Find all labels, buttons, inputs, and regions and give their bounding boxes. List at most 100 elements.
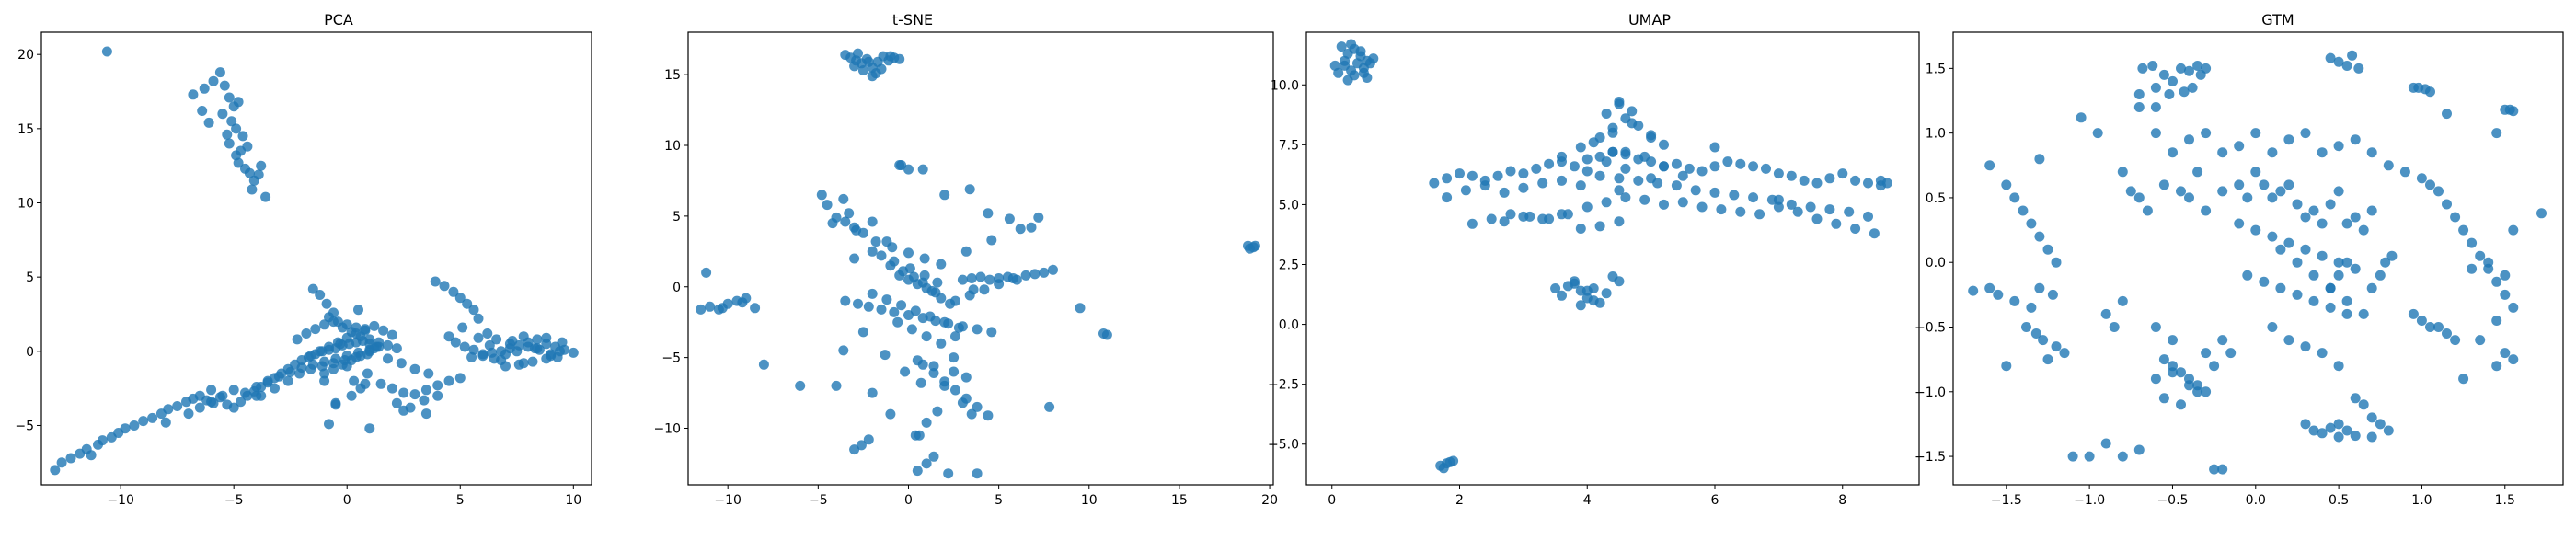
data-point <box>375 378 386 389</box>
data-point <box>2333 431 2344 443</box>
data-point <box>1594 221 1605 232</box>
data-point <box>972 401 983 412</box>
data-point <box>332 316 343 328</box>
data-point <box>1811 178 1823 189</box>
data-point <box>319 375 330 386</box>
data-point <box>1569 276 1580 287</box>
data-point <box>224 138 235 149</box>
data-point <box>2042 354 2053 365</box>
data-point <box>2209 361 2220 372</box>
x-tick-label: −0.5 <box>2156 493 2188 508</box>
data-point <box>1588 137 1599 148</box>
data-point <box>2475 335 2486 346</box>
data-point <box>2300 341 2311 352</box>
data-point <box>386 329 397 340</box>
data-point <box>1499 216 1510 227</box>
data-point <box>2150 82 2161 93</box>
data-point <box>2475 250 2486 261</box>
data-point <box>957 397 968 408</box>
data-point <box>240 387 250 398</box>
data-point <box>983 208 994 219</box>
subplot-tsne: t-SNE −10 −5 0 5 10 15 20 −10 −5 0 5 10 15 <box>653 11 1278 508</box>
data-point <box>477 351 489 362</box>
data-point <box>1620 146 1631 157</box>
data-point <box>2308 205 2319 216</box>
data-point <box>2383 160 2394 171</box>
y-tick-label: 7.5 <box>1279 138 1299 153</box>
data-point <box>2117 451 2128 462</box>
data-point <box>921 417 932 428</box>
data-point <box>256 160 267 171</box>
data-point <box>1557 209 1567 220</box>
data-point <box>2038 335 2049 346</box>
data-point <box>919 270 930 281</box>
data-point <box>903 310 914 320</box>
data-point <box>1968 285 1979 296</box>
data-point <box>251 390 262 401</box>
data-point <box>2267 147 2278 158</box>
data-point <box>557 337 568 348</box>
data-point <box>932 406 943 417</box>
data-point <box>307 283 318 294</box>
data-point <box>2217 186 2228 197</box>
data-point <box>222 129 233 140</box>
data-point <box>459 341 470 352</box>
data-point <box>1575 300 1586 311</box>
data-point <box>253 169 264 180</box>
data-point <box>56 457 67 468</box>
x-tick-label: −5 <box>809 493 828 508</box>
data-point <box>2250 128 2261 139</box>
data-point <box>1455 168 1465 179</box>
data-point <box>2018 205 2029 216</box>
data-point <box>2350 212 2361 223</box>
data-point <box>983 410 994 421</box>
data-point <box>172 401 183 411</box>
data-point <box>244 167 255 178</box>
data-point <box>1075 303 1086 314</box>
data-point <box>270 383 280 394</box>
x-tick-label: 10 <box>565 493 581 508</box>
data-point <box>972 468 983 479</box>
data-point <box>2317 218 2328 229</box>
data-point <box>867 288 878 299</box>
y-tick-label: 0 <box>26 345 34 360</box>
data-point <box>319 319 330 330</box>
data-point <box>1614 276 1625 287</box>
data-point <box>2508 302 2519 313</box>
x-tick-label: −1.5 <box>1991 493 2022 508</box>
data-point <box>2450 335 2461 346</box>
data-point <box>532 334 543 345</box>
data-point <box>1557 151 1567 162</box>
data-point <box>949 366 960 377</box>
data-point <box>335 339 346 350</box>
x-tick-label: 10 <box>1081 493 1098 508</box>
gtm-points <box>1968 50 2547 475</box>
data-point <box>206 385 217 396</box>
x-tick-label: 0.0 <box>2246 493 2266 508</box>
data-point <box>867 387 878 398</box>
data-point <box>2325 422 2336 433</box>
data-point <box>2366 147 2377 158</box>
data-point <box>863 301 874 312</box>
data-point <box>849 61 860 72</box>
data-point <box>364 423 375 434</box>
data-point <box>2184 380 2194 391</box>
data-point <box>994 273 1005 283</box>
data-point <box>1479 180 1490 191</box>
data-point <box>966 408 977 420</box>
data-point <box>2333 257 2344 268</box>
data-point <box>894 160 905 170</box>
data-point <box>208 75 219 86</box>
y-tick-label: −1.5 <box>1915 450 1946 465</box>
data-point <box>986 327 997 338</box>
data-point <box>2217 464 2228 475</box>
data-point <box>949 352 960 363</box>
data-point <box>2026 218 2037 229</box>
data-point <box>555 346 565 357</box>
data-point <box>2217 335 2228 346</box>
data-point <box>903 247 914 259</box>
data-point <box>1460 185 1471 196</box>
data-point <box>2325 302 2336 313</box>
data-point <box>2092 128 2103 139</box>
data-point <box>910 430 921 441</box>
